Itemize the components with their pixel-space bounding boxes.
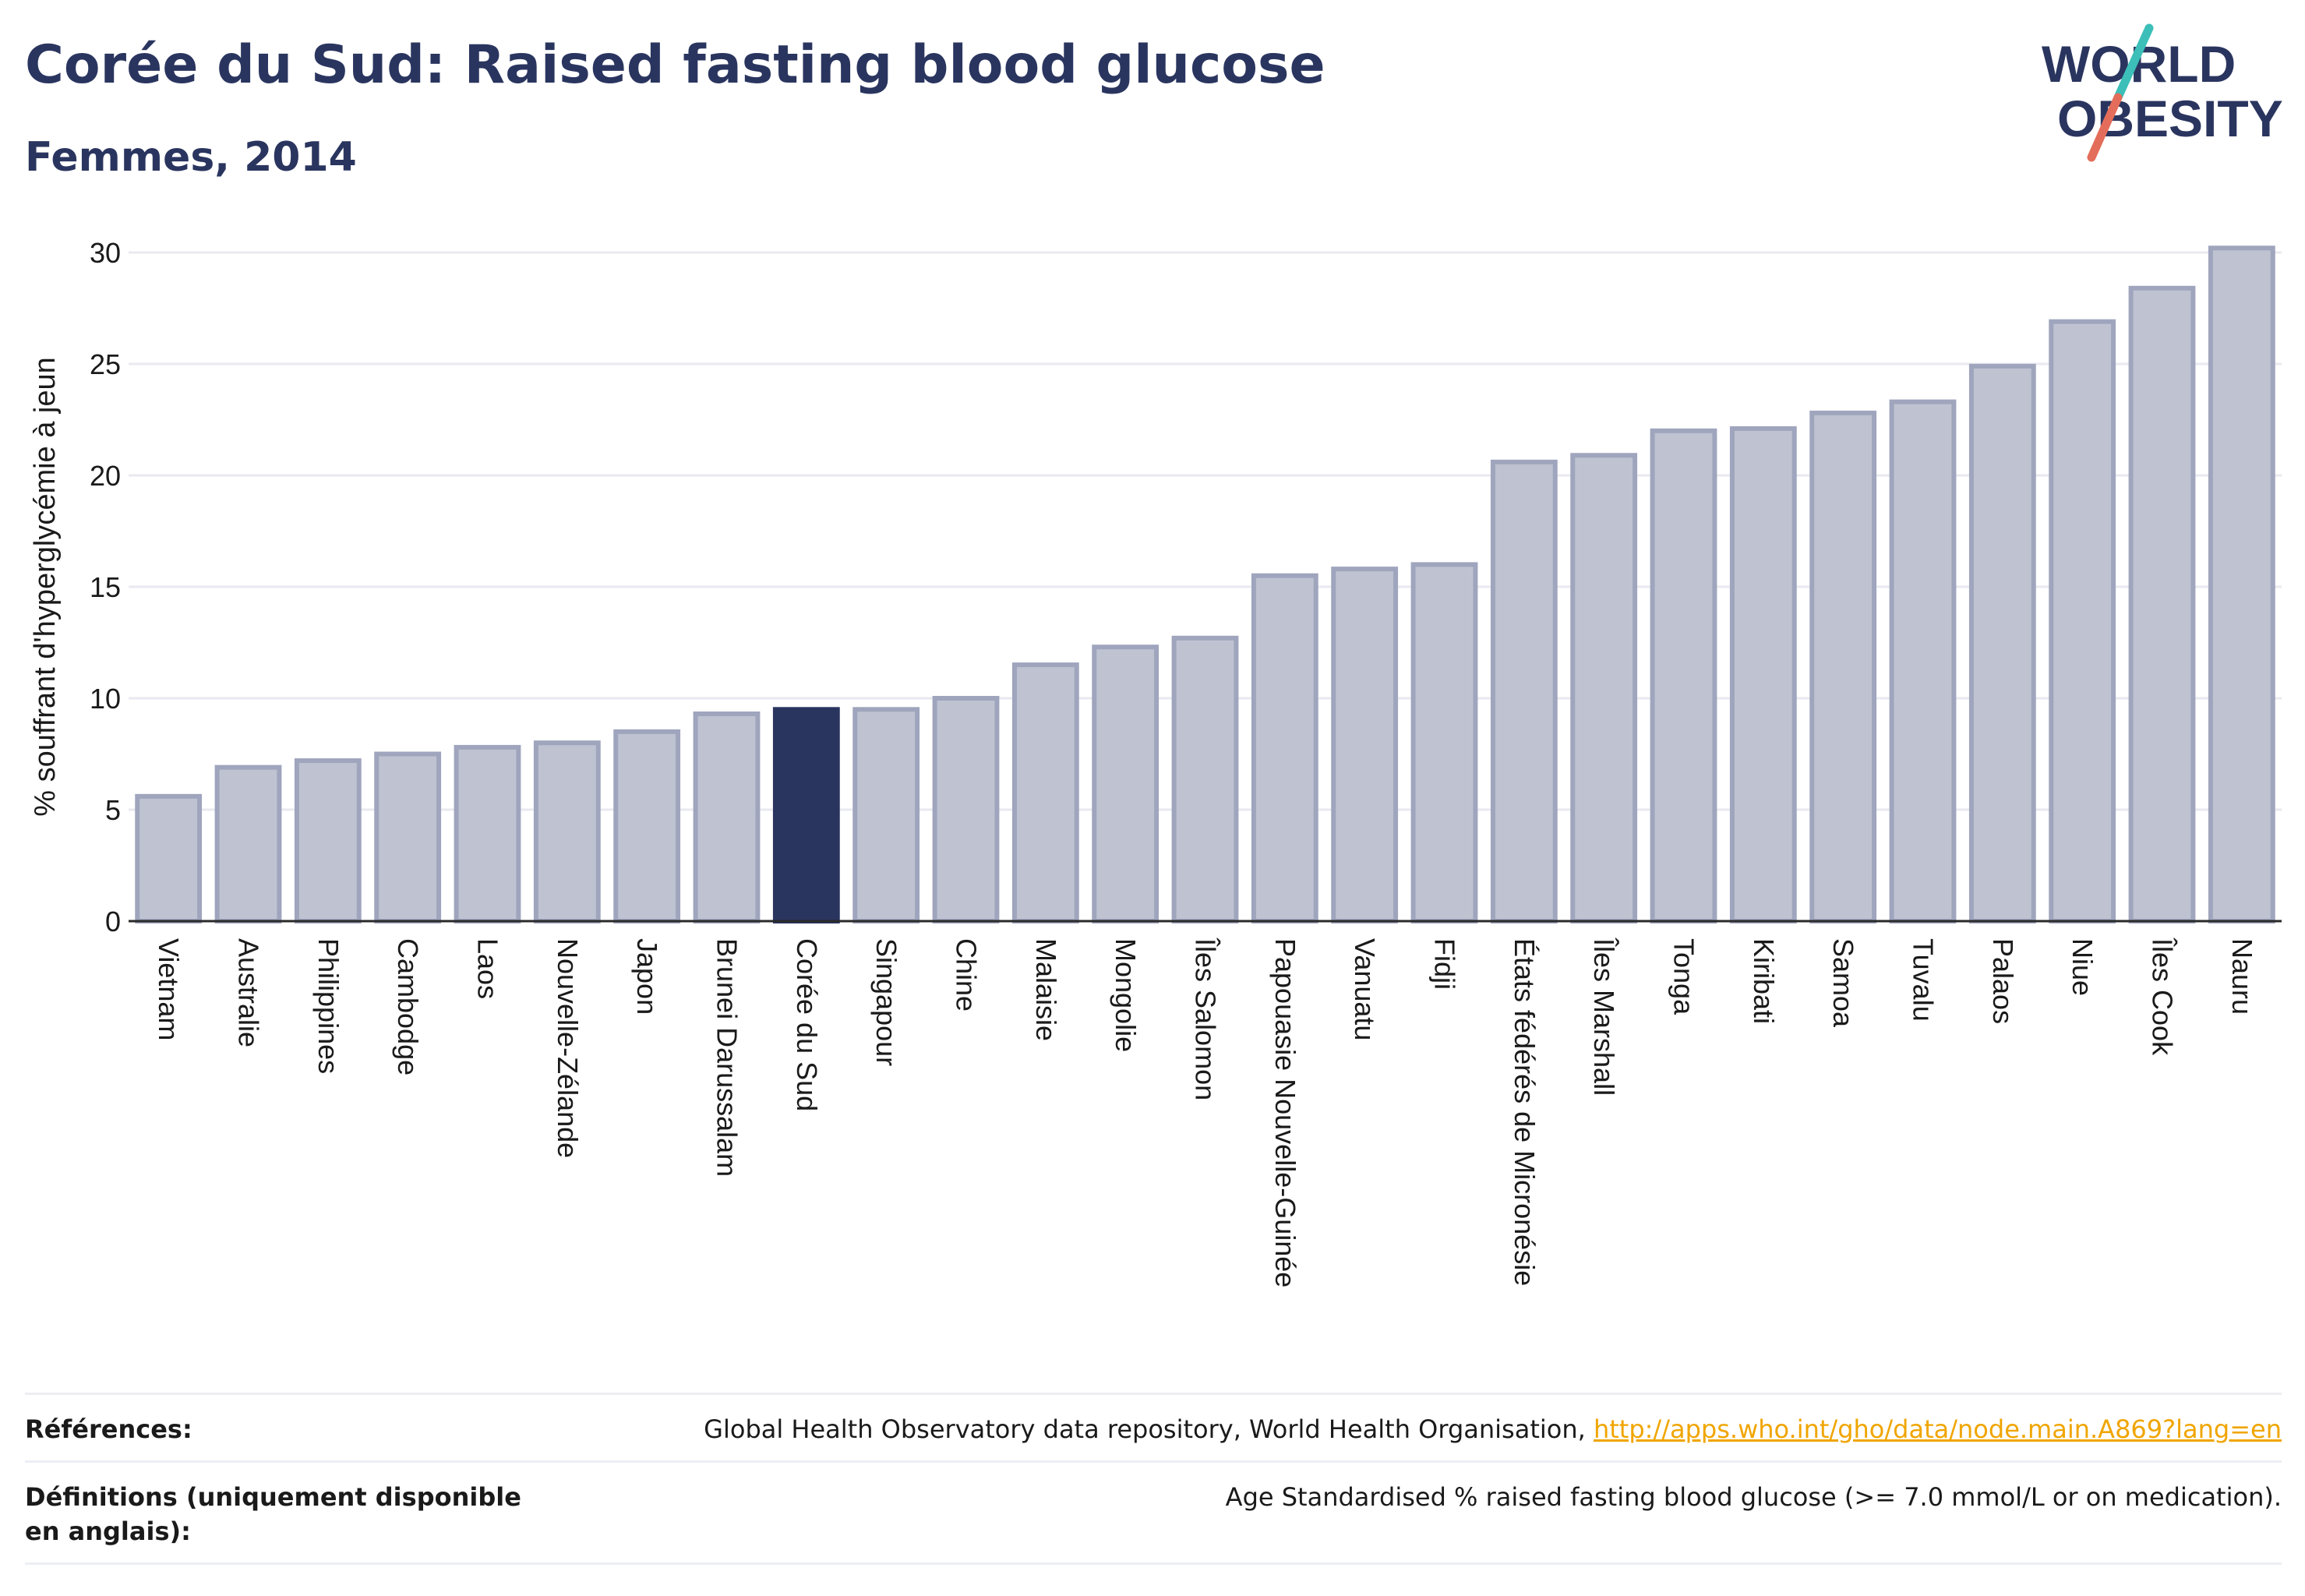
definitions-row: Définitions (uniquement disponible en an… xyxy=(25,1460,2282,1565)
x-tick-label: Chine xyxy=(951,938,983,1012)
bar-19[interactable] xyxy=(1650,428,1717,923)
y-tick-label: 0 xyxy=(105,906,121,937)
bar-chart: 0 5 10 15 20 25 30 Vietnam Australie Philippines… xyxy=(29,237,2282,1287)
y-tick-label: 15 xyxy=(90,571,121,603)
chart-footer: Références: Global Health Observatory da… xyxy=(25,1393,2282,1565)
logo-slash-coral xyxy=(2087,93,2123,162)
x-tick-label: Fidji xyxy=(1429,938,1461,990)
references-link[interactable]: http://apps.who.int/gho/data/node.main.A… xyxy=(1593,1414,2282,1444)
bar-22[interactable] xyxy=(1889,399,1957,923)
y-tick-label: 30 xyxy=(90,237,121,269)
bar-6[interactable] xyxy=(613,729,681,924)
x-tick-label: Tonga xyxy=(1668,938,1700,1015)
references-row: Références: Global Health Observatory da… xyxy=(25,1393,2282,1460)
bar-1[interactable] xyxy=(214,764,282,923)
x-tick-label: Îles Salomon xyxy=(1190,937,1222,1100)
x-tick-label: Laos xyxy=(472,938,504,999)
x-tick-label: Vanuatu xyxy=(1349,938,1381,1040)
y-axis-ticks: 0 5 10 15 20 25 30 xyxy=(90,237,121,937)
bar-25[interactable] xyxy=(2128,285,2196,923)
bar-12[interactable] xyxy=(1092,644,1160,923)
definitions-value: Age Standardised % raised fasting blood … xyxy=(1225,1482,2282,1512)
x-tick-label: Îles Cook xyxy=(2147,937,2179,1056)
world-obesity-logo[interactable]: WORLD OBESITY xyxy=(2026,23,2291,164)
x-tick-label: Japon xyxy=(631,938,663,1015)
bar-0[interactable] xyxy=(135,793,203,924)
bar-9[interactable] xyxy=(852,707,920,923)
logo-slash-teal xyxy=(2113,23,2154,102)
x-tick-label: Kiribati xyxy=(1748,938,1780,1024)
bars xyxy=(135,245,2275,924)
references-text: Global Health Observatory data repositor… xyxy=(704,1414,1586,1444)
bar-2[interactable] xyxy=(294,758,362,924)
bar-7[interactable] xyxy=(693,711,761,924)
bar-15[interactable] xyxy=(1331,567,1399,923)
y-tick-label: 10 xyxy=(90,683,121,715)
bar-4[interactable] xyxy=(454,744,521,923)
x-tick-label: Brunei Darussalam xyxy=(711,938,743,1177)
x-tick-label: Nauru xyxy=(2226,938,2258,1015)
x-axis-labels: Vietnam Australie Philippines Cambodge Laos N… xyxy=(153,937,2258,1287)
bar-16[interactable] xyxy=(1410,562,1478,923)
bar-3[interactable] xyxy=(374,751,442,923)
y-axis-title: % souffrant d'hyperglycémie à jeun xyxy=(29,357,62,817)
x-tick-label: Samoa xyxy=(1827,938,1859,1028)
references-value: Global Health Observatory data repositor… xyxy=(704,1412,2282,1446)
x-tick-label: Tuvalu xyxy=(1908,938,1940,1022)
bar-17[interactable] xyxy=(1490,459,1558,923)
bar-11[interactable] xyxy=(1011,662,1079,923)
y-tick-label: 25 xyxy=(90,348,121,380)
bar-5[interactable] xyxy=(533,740,601,924)
bar-20[interactable] xyxy=(1729,425,1797,923)
bar-23[interactable] xyxy=(1968,363,2036,924)
y-tick-label: 20 xyxy=(90,460,121,492)
x-tick-label: Singapour xyxy=(870,938,902,1066)
bar-14[interactable] xyxy=(1251,573,1318,923)
page-subtitle: Femmes, 2014 xyxy=(25,134,357,181)
definitions-label: Définitions (uniquement disponible en an… xyxy=(25,1482,521,1546)
x-tick-label: Cambodge xyxy=(392,938,424,1075)
bar-24[interactable] xyxy=(2049,319,2116,924)
x-tick-label: Philippines xyxy=(312,938,344,1074)
x-tick-label: Vietnam xyxy=(153,938,185,1040)
y-tick-label: 5 xyxy=(105,794,121,826)
x-tick-label: Papouasie Nouvelle-Guinée xyxy=(1269,938,1301,1287)
x-tick-label: Malaisie xyxy=(1030,938,1062,1041)
bar-8[interactable] xyxy=(772,707,840,923)
bar-26[interactable] xyxy=(2208,245,2275,923)
x-tick-label: Australie xyxy=(233,938,265,1047)
x-tick-label: Îles Marshall xyxy=(1588,937,1620,1096)
page-title: Corée du Sud: Raised fasting blood gluco… xyxy=(25,34,1325,96)
x-tick-label: Corée du Sud xyxy=(791,938,823,1111)
x-tick-label: Palaos xyxy=(1987,938,2019,1024)
references-label: Références: xyxy=(25,1414,192,1444)
bar-10[interactable] xyxy=(932,696,1000,923)
bar-21[interactable] xyxy=(1809,410,1877,924)
bar-13[interactable] xyxy=(1171,635,1239,924)
x-tick-label: Mongolie xyxy=(1110,938,1142,1052)
x-tick-label: États fédérés de Micronésie xyxy=(1509,938,1541,1286)
logo-text-obesity: OBESITY xyxy=(2057,90,2283,147)
x-tick-label: Niue xyxy=(2067,938,2099,996)
x-tick-label: Nouvelle-Zélande xyxy=(552,938,584,1158)
bar-18[interactable] xyxy=(1570,453,1638,923)
